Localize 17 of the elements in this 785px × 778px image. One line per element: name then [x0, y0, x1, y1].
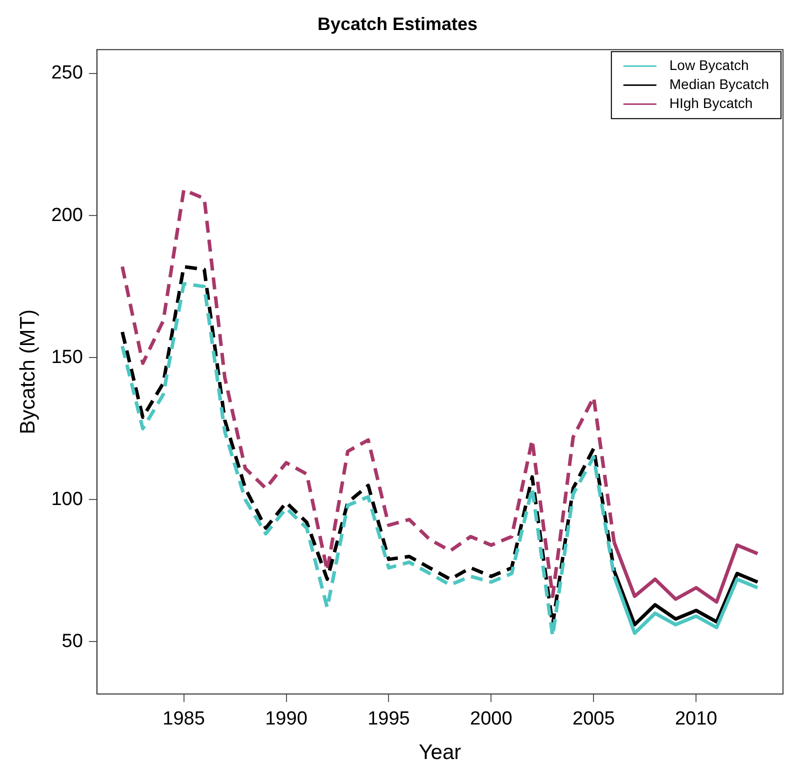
y-tick-label: 150	[51, 346, 83, 368]
y-tick-label: 250	[51, 62, 83, 84]
legend-label: HIgh Bycatch	[669, 94, 753, 111]
x-tick-label: 1995	[368, 708, 410, 730]
x-tick-label: 2000	[470, 708, 512, 730]
x-tick-label: 2005	[572, 708, 615, 730]
x-tick-label: 1985	[162, 708, 205, 730]
y-axis-title: Bycatch (MT)	[16, 309, 40, 434]
y-tick-label: 100	[51, 488, 83, 510]
x-tick-label: 1990	[265, 708, 308, 730]
chart-title: Bycatch Estimates	[317, 14, 478, 34]
legend-label: Median Bycatch	[669, 76, 770, 92]
x-tick-label: 2010	[674, 708, 718, 730]
x-axis-title: Year	[418, 741, 462, 764]
legend-label: Low Bycatch	[669, 56, 749, 73]
y-tick-label: 50	[62, 630, 83, 652]
y-tick-label: 200	[51, 204, 83, 226]
